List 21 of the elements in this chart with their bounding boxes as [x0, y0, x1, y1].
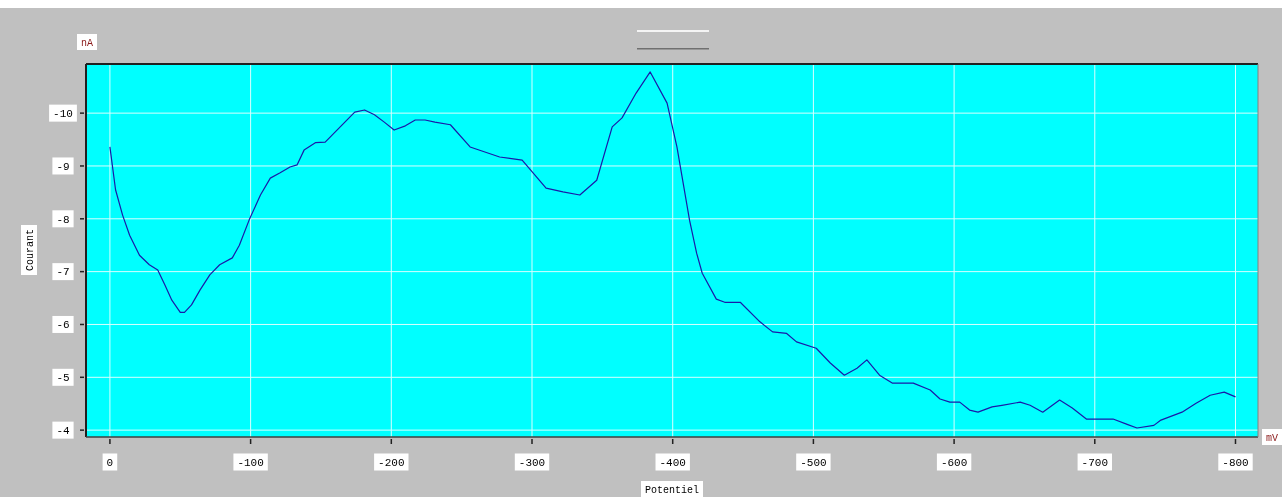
x-tick-label: -400 — [659, 456, 686, 469]
y-tick-label: -6 — [56, 319, 70, 332]
y-tick-label: -4 — [56, 424, 70, 437]
y-tick-label: -10 — [53, 107, 73, 120]
text: mV — [1265, 432, 1279, 444]
y-tick-label: -7 — [56, 266, 70, 279]
y-axis-title: Courant — [24, 228, 36, 272]
x-tick-label: -600 — [940, 456, 968, 469]
line-series — [109, 71, 1237, 429]
x-axis-title: Potentiel — [644, 484, 700, 496]
text: nA — [80, 37, 94, 49]
y-tick-label: -9 — [56, 160, 70, 173]
x-tick-label: 0 — [106, 456, 114, 469]
y-tick-label: -8 — [56, 213, 70, 226]
x-tick-label: -500 — [800, 456, 827, 469]
x-tick-label: -100 — [237, 456, 264, 469]
x-tick-label: -300 — [518, 456, 546, 469]
x-tick-label: -200 — [378, 456, 405, 469]
x-tick-label: -700 — [1081, 456, 1108, 469]
y-tick-label: -5 — [56, 372, 70, 385]
x-tick-label: -800 — [1222, 456, 1249, 469]
